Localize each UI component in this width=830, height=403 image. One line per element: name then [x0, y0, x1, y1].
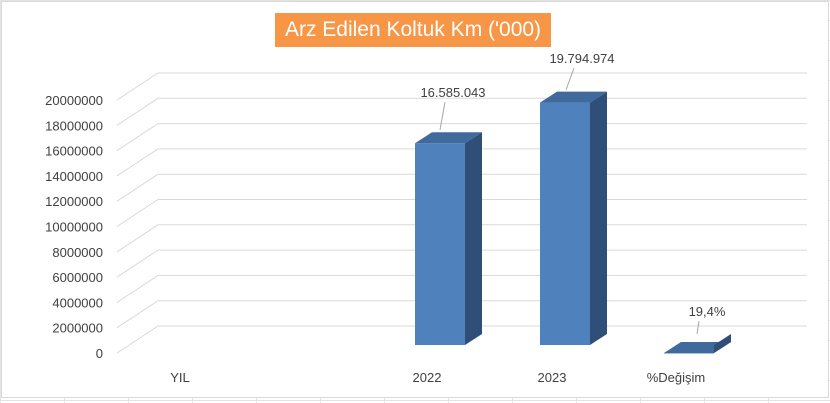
y-tick-label: 16000000 — [45, 144, 103, 159]
data-label-leader — [696, 320, 700, 335]
y-tick-label: 2000000 — [52, 321, 103, 336]
bar-front — [415, 143, 465, 345]
x-axis-categories: YIL 2022 2023 %Değişim — [170, 370, 705, 385]
data-label-leader — [439, 101, 446, 131]
bar-front — [540, 102, 590, 345]
gridline — [116, 72, 807, 101]
data-labels: 16.585.043 19.794.974 19,4% — [420, 51, 726, 335]
y-tick-label: 8000000 — [52, 245, 103, 260]
x-tick-label: YIL — [170, 370, 190, 385]
y-tick-label: 0 — [96, 346, 103, 361]
data-label: 16.585.043 — [420, 85, 485, 100]
y-tick-label: 4000000 — [52, 295, 103, 310]
bar-side — [465, 132, 482, 345]
bar-2023 — [540, 91, 607, 345]
y-tick-label: 14000000 — [45, 169, 103, 184]
bar-top — [415, 132, 482, 144]
y-axis-ticks: 0 2000000 4000000 6000000 8000000 10000000 120… — [45, 93, 103, 361]
x-tick-label: 2022 — [413, 370, 442, 385]
y-tick-label: 12000000 — [45, 194, 103, 209]
bars — [415, 91, 731, 354]
bar-front — [664, 352, 714, 354]
data-label: 19.794.974 — [549, 51, 614, 66]
data-label: 19,4% — [689, 304, 726, 319]
bar-top — [540, 91, 607, 103]
x-tick-label: 2023 — [538, 370, 567, 385]
bar-side — [714, 334, 731, 353]
y-tick-label: 18000000 — [45, 118, 103, 133]
chart-title[interactable]: Arz Edilen Koltuk Km ('000) — [275, 13, 551, 47]
gridline — [116, 97, 807, 126]
bar-2022 — [415, 132, 482, 345]
bar-side — [590, 91, 607, 345]
x-tick-label: %Değişim — [647, 370, 706, 385]
y-tick-label: 10000000 — [45, 220, 103, 235]
bar-%Değişim — [664, 334, 731, 354]
y-tick-label: 20000000 — [45, 93, 103, 108]
y-tick-label: 6000000 — [52, 270, 103, 285]
data-label-leader — [565, 67, 575, 91]
